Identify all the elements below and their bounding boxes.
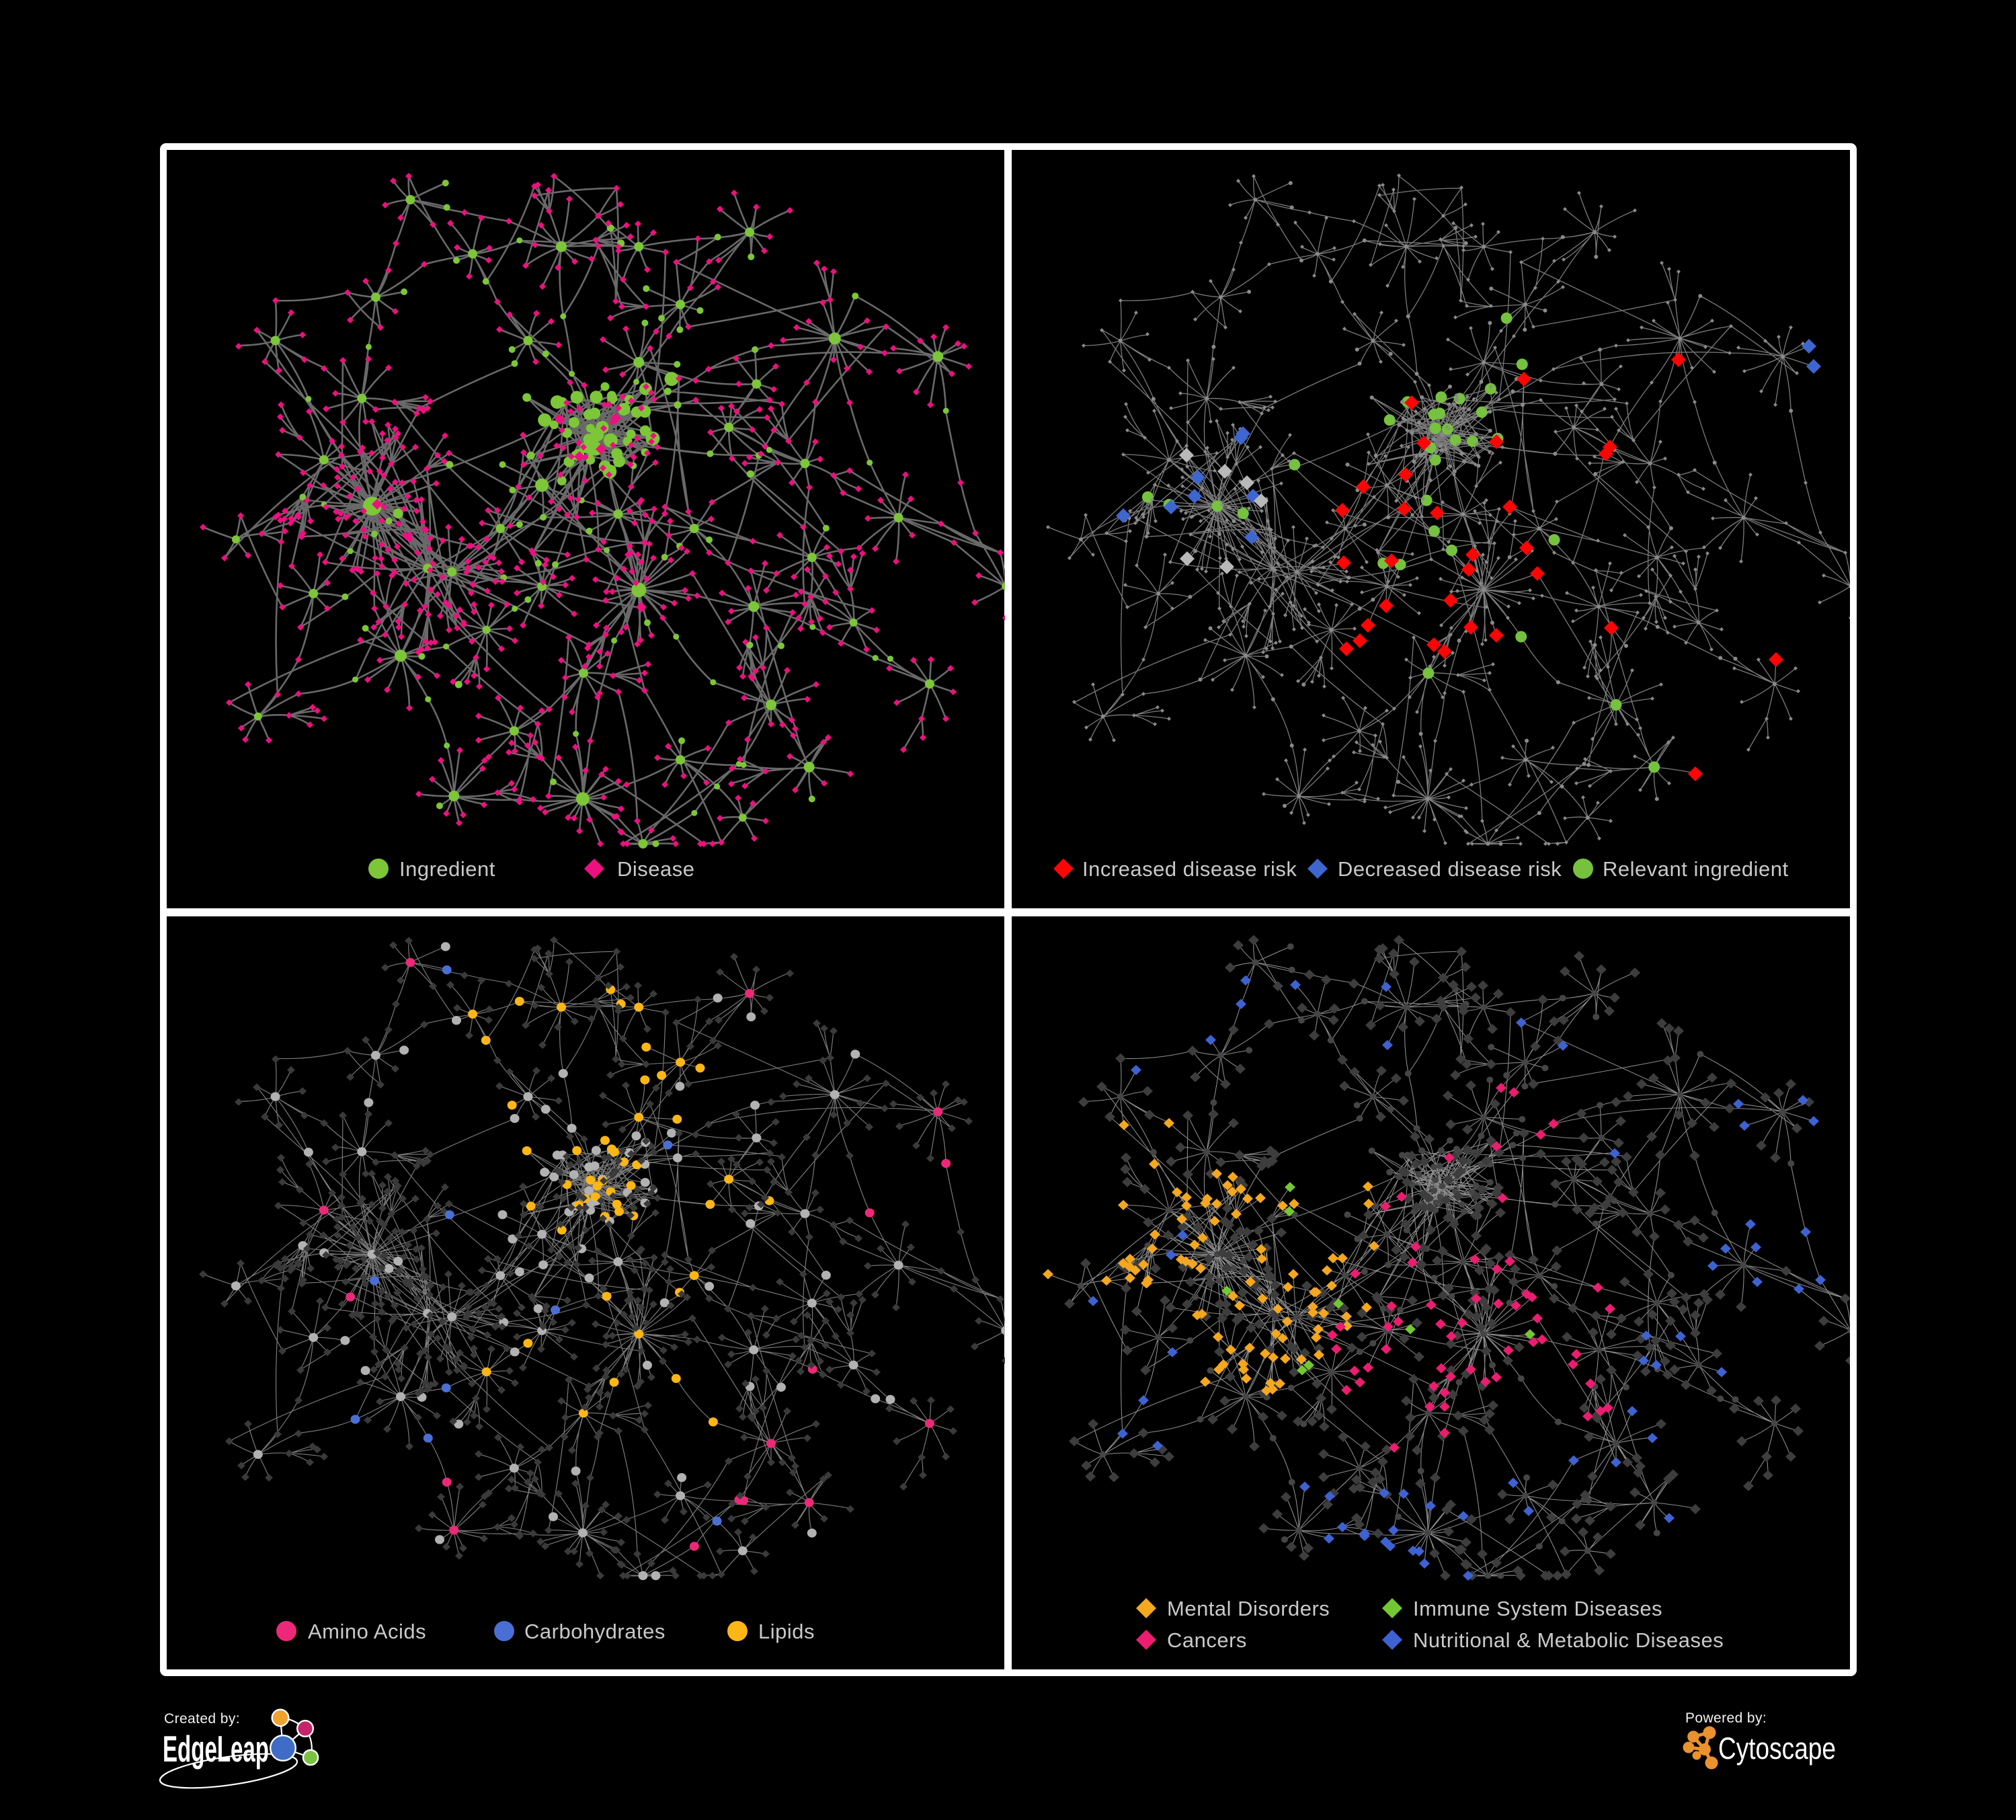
svg-text:EdgeLeap: EdgeLeap <box>163 1728 269 1770</box>
svg-text:Amino Acids: Amino Acids <box>308 1620 426 1643</box>
svg-text:Immune System Diseases: Immune System Diseases <box>1413 1597 1662 1620</box>
svg-text:Powered by:: Powered by: <box>1685 1710 1767 1726</box>
svg-text:Ingredient: Ingredient <box>399 857 495 881</box>
svg-text:Carbohydrates: Carbohydrates <box>524 1620 666 1643</box>
svg-text:Increased disease risk: Increased disease risk <box>1082 857 1297 881</box>
svg-text:Created by:: Created by: <box>164 1711 240 1727</box>
svg-text:Relevant ingredient: Relevant ingredient <box>1603 857 1789 881</box>
svg-text:Nutritional & Metabolic Diseas: Nutritional & Metabolic Diseases <box>1413 1628 1724 1652</box>
svg-text:Cancers: Cancers <box>1167 1628 1247 1652</box>
svg-text:Disease: Disease <box>617 857 695 881</box>
svg-text:Decreased disease risk: Decreased disease risk <box>1338 857 1562 881</box>
svg-text:Mental Disorders: Mental Disorders <box>1167 1597 1330 1620</box>
svg-text:Cytoscape: Cytoscape <box>1718 1731 1836 1766</box>
svg-text:Lipids: Lipids <box>758 1620 815 1643</box>
